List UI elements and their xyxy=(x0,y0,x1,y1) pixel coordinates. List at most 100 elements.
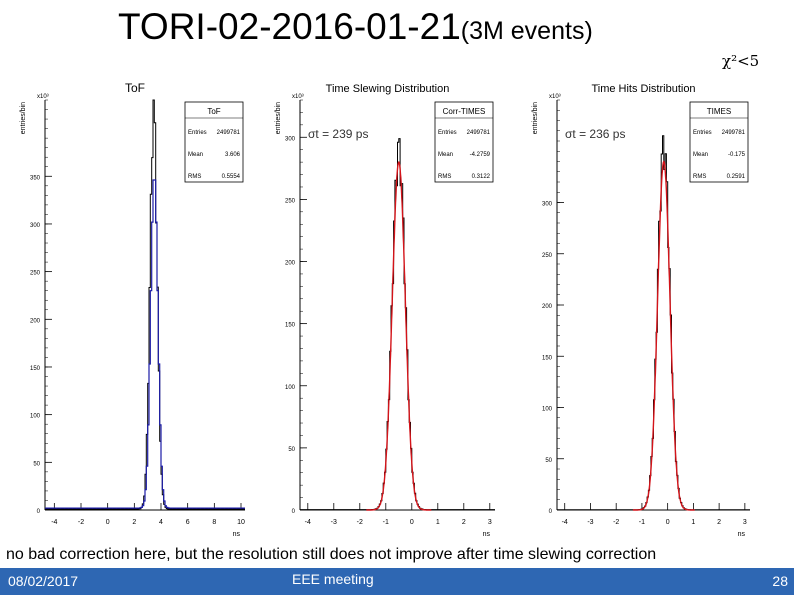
x-tick-label: 2 xyxy=(132,519,136,526)
y-axis-label: entries/bin xyxy=(20,102,27,134)
y-axis-label: entries/bin xyxy=(532,102,539,134)
y-multiplier: x10³ xyxy=(292,94,304,100)
y-tick-label: 300 xyxy=(30,223,41,229)
stats-key: Mean xyxy=(438,152,453,158)
stats-key: RMS xyxy=(438,174,451,180)
x-axis-label: ns xyxy=(233,531,241,538)
y-tick-label: 50 xyxy=(33,461,40,467)
stats-value: -4.2759 xyxy=(470,152,491,158)
x-tick-label: -1 xyxy=(639,519,645,526)
x-tick-label: 0 xyxy=(106,519,110,526)
x-axis-label: ns xyxy=(483,531,491,538)
sigma-label: σt = 236 ps xyxy=(565,127,625,141)
x-tick-label: 6 xyxy=(186,519,190,526)
y-tick-label: 250 xyxy=(30,271,41,277)
stats-value: -0.175 xyxy=(728,152,746,158)
stats-key: Entries xyxy=(188,130,207,136)
footer-date: 08/02/2017 xyxy=(8,573,79,589)
y-tick-label: 0 xyxy=(549,509,553,515)
stats-value: 2499781 xyxy=(467,130,491,136)
x-tick-label: -4 xyxy=(305,519,311,526)
x-tick-label: 3 xyxy=(743,519,747,526)
x-tick-label: 0 xyxy=(666,519,670,526)
x-tick-label: -4 xyxy=(51,519,57,526)
x-tick-label: 8 xyxy=(212,519,216,526)
slide-title: TORI-02-2016-01-21(3M events) xyxy=(118,6,593,48)
stats-value: 0.5554 xyxy=(222,174,241,180)
y-axis-label: entries/bin xyxy=(275,102,282,134)
stats-key: Mean xyxy=(693,152,708,158)
x-axis-label: ns xyxy=(738,531,746,538)
x-tick-label: 2 xyxy=(717,519,721,526)
time-hits-chart: Time Hits Distribution -4 -3 -2 -1 0 1 2 3 0 50 100… xyxy=(532,83,750,538)
histogram-series-1 xyxy=(45,179,245,509)
stats-box xyxy=(184,101,244,183)
y-tick-label: 0 xyxy=(292,509,296,515)
stats-key: Entries xyxy=(438,130,457,136)
stats-key: Mean xyxy=(188,152,203,158)
y-tick-label: 50 xyxy=(545,458,552,464)
chart-title: ToF xyxy=(125,81,145,95)
chart-title: Time Slewing Distribution xyxy=(326,83,450,95)
x-tick-label: 0 xyxy=(410,519,414,526)
y-multiplier: x10³ xyxy=(37,94,49,100)
x-tick-label: -3 xyxy=(587,519,593,526)
stats-value: 2499781 xyxy=(217,130,241,136)
gaussian-fit-curve xyxy=(366,161,432,511)
y-tick-label: 200 xyxy=(542,304,553,310)
stats-key: Entries xyxy=(693,130,712,136)
chart-title: Time Hits Distribution xyxy=(591,83,695,95)
y-tick-label: 150 xyxy=(285,323,296,329)
x-tick-label: 1 xyxy=(436,519,440,526)
slide-caption: no bad correction here, but the resoluti… xyxy=(6,546,657,563)
y-tick-label: 350 xyxy=(30,175,41,181)
x-tick-label: 2 xyxy=(462,519,466,526)
x-tick-label: -2 xyxy=(613,519,619,526)
x-tick-label: -3 xyxy=(331,519,337,526)
stats-name: TIMES xyxy=(707,107,731,116)
x-tick-label: -1 xyxy=(383,519,389,526)
tof-histogram-chart: ToF-4 -2 0 2 4 6 8 10050100150200250300350nsent… xyxy=(20,81,245,538)
y-tick-label: 150 xyxy=(30,366,41,372)
y-tick-label: 100 xyxy=(542,407,553,413)
footer-bar: 08/02/2017 EEE meeting 28 xyxy=(0,568,794,595)
y-tick-label: 100 xyxy=(285,385,296,391)
y-tick-label: 50 xyxy=(288,447,295,453)
x-tick-label: 10 xyxy=(237,519,245,526)
stats-key: RMS xyxy=(693,174,706,180)
histogram-series-0 xyxy=(300,138,495,511)
title-main: TORI-02-2016-01-21 xyxy=(118,6,461,47)
y-tick-label: 200 xyxy=(285,261,296,267)
chi-square-cut: χ²<5 xyxy=(722,52,760,70)
x-tick-label: 3 xyxy=(488,519,492,526)
sigma-label: σt = 239 ps xyxy=(308,127,368,141)
y-multiplier: x10³ xyxy=(549,94,561,100)
stats-box xyxy=(689,101,749,183)
x-tick-label: 1 xyxy=(691,519,695,526)
y-tick-label: 0 xyxy=(37,509,41,515)
stats-name: ToF xyxy=(207,107,220,116)
stats-value: 3.606 xyxy=(225,152,241,158)
time-slewing-chart: Time Slewing Distribution -4 -3 -2 -1 0 1 2 3 0 50… xyxy=(275,83,495,538)
x-tick-label: -2 xyxy=(78,519,84,526)
histogram-series-0 xyxy=(557,135,750,511)
stats-box xyxy=(434,101,494,183)
x-tick-label: -4 xyxy=(562,519,568,526)
x-tick-label: -2 xyxy=(357,519,363,526)
y-tick-label: 200 xyxy=(30,318,41,324)
y-tick-label: 100 xyxy=(30,414,41,420)
y-tick-label: 250 xyxy=(285,198,296,204)
x-tick-label: 4 xyxy=(159,519,163,526)
y-tick-label: 250 xyxy=(542,253,553,259)
stats-name: Corr-TIMES xyxy=(443,107,486,116)
footer-meeting: EEE meeting xyxy=(292,571,374,587)
stats-value: 2499781 xyxy=(722,130,746,136)
footer-page-number: 28 xyxy=(772,573,788,589)
stats-value: 0.3122 xyxy=(472,174,491,180)
stats-key: RMS xyxy=(188,174,201,180)
y-tick-label: 300 xyxy=(285,136,296,142)
stats-value: 0.2591 xyxy=(727,174,746,180)
y-tick-label: 150 xyxy=(542,355,553,361)
gaussian-fit-curve xyxy=(632,160,695,511)
title-suffix: (3M events) xyxy=(460,17,593,45)
